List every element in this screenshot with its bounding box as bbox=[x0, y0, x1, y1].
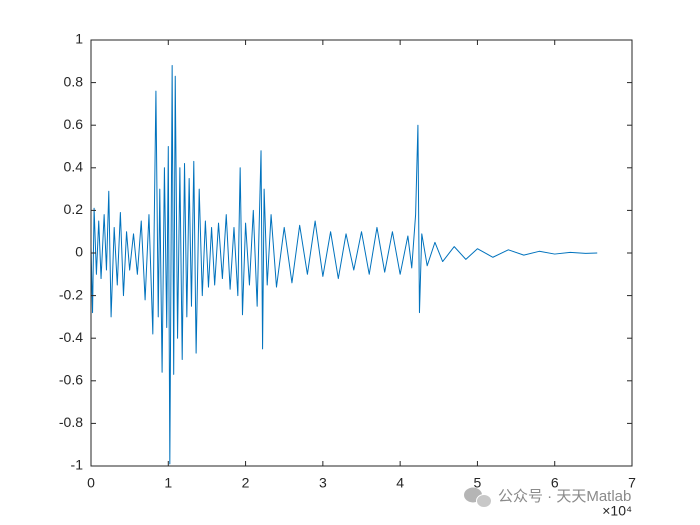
y-tick-label: -1 bbox=[71, 457, 84, 473]
x-tick-label: 0 bbox=[87, 475, 95, 491]
y-tick-label: 0.8 bbox=[64, 73, 84, 89]
x-tick-label: 3 bbox=[319, 475, 327, 491]
y-tick-label: -0.4 bbox=[59, 329, 83, 345]
x-tick-label: 5 bbox=[474, 475, 482, 491]
watermark: 公众号 · 天天Matlab bbox=[498, 488, 631, 505]
x-tick-label: 4 bbox=[396, 475, 404, 491]
y-tick-label: 0 bbox=[75, 244, 83, 260]
signal-line bbox=[90, 65, 598, 465]
x-tick-label: 7 bbox=[628, 475, 636, 491]
y-tick-label: 0.4 bbox=[64, 159, 84, 175]
y-tick-label: -0.2 bbox=[59, 286, 83, 302]
watermark-icon bbox=[464, 487, 492, 508]
x-tick-label: 6 bbox=[551, 475, 559, 491]
y-tick-label: -0.8 bbox=[59, 414, 83, 430]
x-tick-label: 1 bbox=[164, 475, 172, 491]
y-tick-label: 0.2 bbox=[64, 201, 84, 217]
x-multiplier: ×10⁴ bbox=[602, 503, 632, 519]
y-tick-label: 0.6 bbox=[64, 116, 84, 132]
y-tick-label: -0.6 bbox=[59, 372, 83, 388]
y-tick-label: 1 bbox=[75, 31, 83, 47]
x-tick-label: 2 bbox=[242, 475, 250, 491]
